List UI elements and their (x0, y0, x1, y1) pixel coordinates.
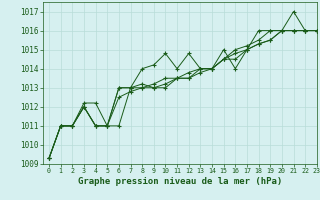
X-axis label: Graphe pression niveau de la mer (hPa): Graphe pression niveau de la mer (hPa) (78, 177, 282, 186)
